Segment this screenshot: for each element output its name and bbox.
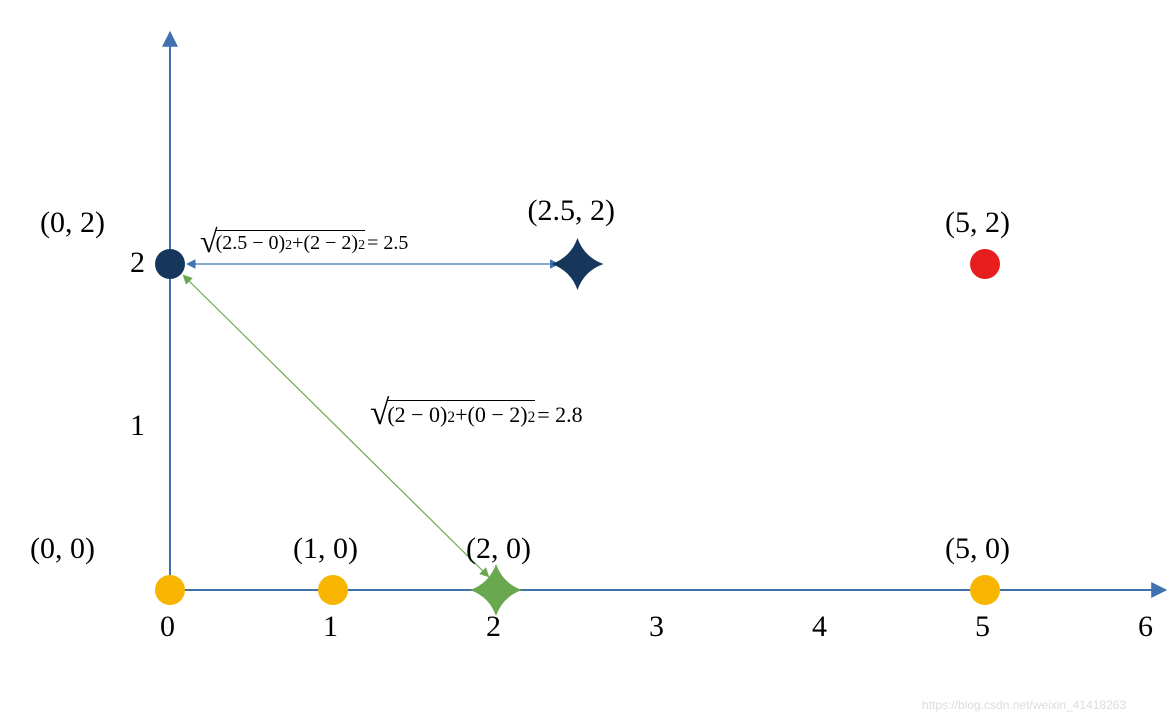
diagram-svg bbox=[0, 0, 1169, 714]
point-label: (1, 0) bbox=[293, 532, 358, 566]
sqrt-sign: √ bbox=[370, 398, 389, 428]
point-label: (5, 2) bbox=[945, 206, 1010, 240]
plus-sign: + bbox=[292, 232, 303, 255]
formula-bottom: √(2 − 0)2 + (0 − 2)2 = 2.8 bbox=[370, 400, 583, 430]
point-label: (5, 0) bbox=[945, 532, 1010, 566]
x-tick-label: 2 bbox=[486, 610, 501, 644]
point-p50 bbox=[970, 575, 1000, 605]
point-p10 bbox=[318, 575, 348, 605]
point-p52 bbox=[970, 249, 1000, 279]
point-label: (0, 2) bbox=[40, 206, 105, 240]
x-tick-label: 5 bbox=[975, 610, 990, 644]
term-base: (2 − 2) bbox=[303, 232, 358, 255]
formula-rhs: = 2.8 bbox=[537, 400, 582, 428]
x-tick-label: 6 bbox=[1138, 610, 1153, 644]
term-base: (0 − 2) bbox=[468, 402, 528, 428]
star-s252 bbox=[552, 238, 604, 290]
star-s20 bbox=[470, 564, 522, 616]
x-tick-label: 3 bbox=[649, 610, 664, 644]
point-label: (0, 0) bbox=[30, 532, 95, 566]
star-label: (2, 0) bbox=[466, 532, 531, 566]
y-tick-label: 2 bbox=[130, 246, 145, 280]
point-p02 bbox=[155, 249, 185, 279]
sqrt-content: (2 − 0)2 + (0 − 2)2 bbox=[387, 400, 535, 428]
formula-rhs: = 2.5 bbox=[367, 230, 408, 255]
sqrt-sign: √ bbox=[200, 228, 218, 255]
star-label: (2.5, 2) bbox=[528, 194, 615, 228]
term-base: (2 − 0) bbox=[387, 402, 447, 428]
diagram-stage: 0 1 2 3 4 5 6 1 2 (0, 0) (1, 0) (5, 0) (0, 2) (5, 2) (… bbox=[0, 0, 1169, 714]
point-p00 bbox=[155, 575, 185, 605]
x-tick-label: 1 bbox=[323, 610, 338, 644]
x-tick-label: 0 bbox=[160, 610, 175, 644]
exponent: 2 bbox=[447, 409, 455, 427]
watermark: https://blog.csdn.net/weixin_41418263 bbox=[922, 698, 1126, 712]
exponent: 2 bbox=[528, 409, 536, 427]
exponent: 2 bbox=[358, 238, 365, 254]
exponent: 2 bbox=[285, 238, 292, 254]
term-base: (2.5 − 0) bbox=[216, 232, 286, 255]
x-tick-label: 4 bbox=[812, 610, 827, 644]
formula-top: √(2.5 − 0)2 + (2 − 2)2 = 2.5 bbox=[200, 230, 408, 257]
y-tick-label: 1 bbox=[130, 409, 145, 443]
plus-sign: + bbox=[455, 402, 467, 428]
sqrt-content: (2.5 − 0)2 + (2 − 2)2 bbox=[216, 230, 366, 255]
